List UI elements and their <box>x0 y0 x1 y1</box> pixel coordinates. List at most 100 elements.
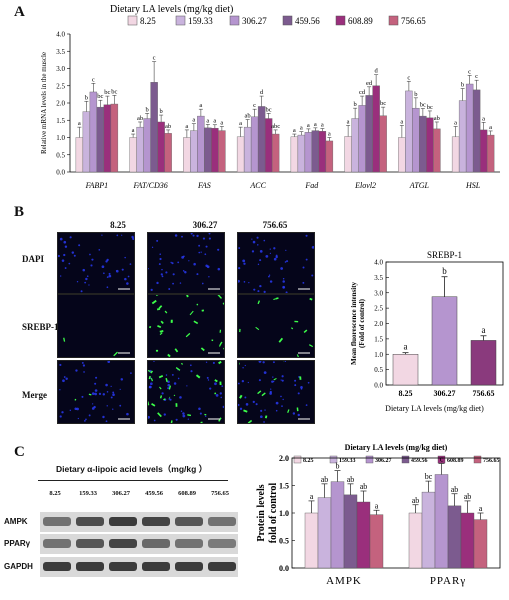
nucleus-dot <box>243 262 246 265</box>
bar-Fad-159.33 <box>297 134 306 173</box>
nucleus-dot <box>73 254 76 257</box>
chart-c-legend-swatch <box>473 455 482 464</box>
sig-letter: ab <box>137 115 143 122</box>
micro-dapi-30627 <box>147 232 225 294</box>
panel-label-a: A <box>14 4 25 20</box>
nucleus-dot <box>305 258 308 261</box>
bar-ATGL-306.27 <box>412 107 420 173</box>
nucleus-dot <box>284 361 287 363</box>
srebp-signal <box>159 329 164 333</box>
chart-c-legend-swatch <box>329 455 338 464</box>
nucleus-dot <box>238 267 241 270</box>
srebp-signal <box>156 308 161 311</box>
chart-a-ytick-label: 0.5 <box>56 151 65 159</box>
bar-HSL-756.65 <box>486 134 495 173</box>
chart-c-category: AMPK <box>326 575 362 587</box>
chart-b-ytick-label: 3.0 <box>374 289 383 297</box>
legend-swatch-2 <box>229 15 240 26</box>
panel-c-protein-chart: Dietary LA levels (mg/kg diet) 8.25 159.33… <box>256 443 501 587</box>
srebp-signal <box>168 385 172 390</box>
sig-letter: a <box>321 122 324 129</box>
nucleus-dot <box>311 245 314 249</box>
srebp-signal <box>261 392 266 397</box>
srebp-signal <box>180 362 184 365</box>
micro-merge-30627 <box>147 360 225 424</box>
nucleus-dot <box>179 282 182 284</box>
sig-letter: b <box>461 82 464 89</box>
chart-a-ytick-label: 3.0 <box>56 65 65 73</box>
chart-c-legend-swatch <box>293 455 302 464</box>
nucleus-dot <box>182 412 185 415</box>
nucleus-dot <box>285 291 288 293</box>
bar-ACC-756.65 <box>271 133 280 173</box>
bar-HSL-608.89 <box>479 129 488 173</box>
nucleus-dot <box>106 258 109 262</box>
sig-letter: a <box>400 118 403 125</box>
sig-letter: a <box>239 120 242 127</box>
nucleus-dot <box>168 288 171 290</box>
legend-label-5: 756.65 <box>401 16 426 26</box>
nucleus-dot <box>245 403 249 406</box>
srebp-signal <box>303 329 308 334</box>
bar-ATGL-8.25 <box>398 137 406 173</box>
nucleus-dot <box>59 275 62 277</box>
srebp-signal <box>217 295 223 299</box>
bar-FAS-608.89 <box>211 127 219 173</box>
srebp-signal <box>195 374 201 379</box>
sig-letter: cd <box>359 89 366 96</box>
bar-ATGL-608.89 <box>426 117 434 173</box>
nucleus-dot <box>198 407 201 411</box>
nucleus-dot <box>264 409 266 411</box>
bar-FABP1-756.65 <box>110 103 119 173</box>
nucleus-dot <box>171 262 174 265</box>
srebp-signal <box>175 367 181 371</box>
blot-band <box>76 562 104 571</box>
chart-b-bar-756.65 <box>470 340 497 386</box>
sig-letter: ab <box>165 123 171 130</box>
srebp-signal <box>275 297 279 300</box>
bar-FAS-756.65 <box>218 130 226 173</box>
sig-letter: a <box>489 124 492 131</box>
nucleus-dot <box>75 369 78 372</box>
chart-b-sig-letter: b <box>442 266 447 276</box>
nucleus-dot <box>161 268 163 271</box>
nucleus-dot <box>222 405 224 409</box>
chart-b-ytick-label: 0.0 <box>374 382 383 390</box>
chart-c-title: Dietary LA levels (mg/kg diet) <box>345 443 448 452</box>
sig-letter: a <box>132 127 135 134</box>
nucleus-dot <box>208 237 211 240</box>
blot-band <box>43 539 71 548</box>
nucleus-dot <box>253 288 256 291</box>
sig-letter: c <box>153 55 156 62</box>
chart-a-ytick-label: 1.0 <box>56 134 65 142</box>
nucleus-dot <box>78 244 81 247</box>
bar-FAS-459.56 <box>204 127 212 173</box>
row-label-dapi: DAPI <box>22 254 44 264</box>
nucleus-dot <box>112 391 115 394</box>
nucleus-dot <box>156 281 159 285</box>
bar-Elovl2-159.33 <box>351 118 359 173</box>
nucleus-dot <box>130 372 132 374</box>
blot-band <box>43 517 71 526</box>
nucleus-dot <box>84 281 87 284</box>
chart-b-ytick-label: 2.5 <box>374 305 383 313</box>
chart-c-legend-swatch <box>401 455 410 464</box>
blot-band <box>109 562 137 571</box>
nucleus-dot <box>275 401 279 405</box>
nucleus-dot <box>112 408 114 410</box>
chart-c-sig-letter: ab <box>360 482 368 491</box>
srebp-signal <box>243 409 248 413</box>
srebp-signal <box>187 414 192 417</box>
nucleus-dot <box>172 282 174 285</box>
chart-c-ytick-label: 1.5 <box>279 482 289 491</box>
srebp-signal <box>159 395 163 399</box>
srebp-signal <box>222 302 224 305</box>
nucleus-dot <box>105 383 108 387</box>
panel-a-mrna-chart: Dietary LA levels (mg/kg diet)8.25 159.33… <box>40 4 500 190</box>
bar-Elovl2-459.56 <box>365 95 373 173</box>
nucleus-dot <box>273 247 276 250</box>
chart-c-sig-letter: bc <box>425 472 433 481</box>
nucleus-dot <box>190 233 193 235</box>
nucleus-dot <box>271 380 274 383</box>
nucleus-dot <box>198 251 201 254</box>
